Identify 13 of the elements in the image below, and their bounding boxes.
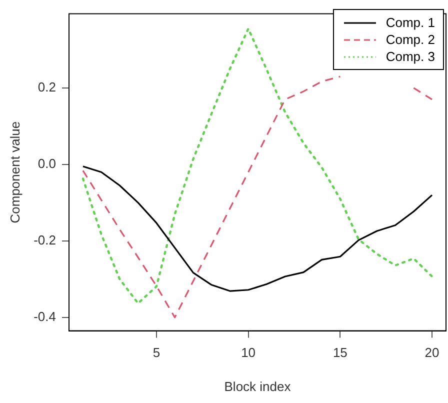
y-tick-label: -0.4: [34, 308, 56, 324]
y-tick-label: 0.0: [38, 156, 56, 172]
legend-label: Comp. 1: [386, 14, 435, 31]
x-tick-label: 10: [241, 345, 256, 360]
legend-label: Comp. 2: [386, 31, 435, 48]
y-tick-label: 0.2: [38, 80, 56, 95]
y-axis-title: Component value: [7, 121, 22, 224]
x-tick-label: 20: [424, 345, 440, 360]
y-tick-label: -0.2: [34, 232, 56, 248]
x-axis-title: Block index: [224, 378, 292, 394]
x-tick-label: 15: [332, 345, 348, 360]
x-tick-label: 5: [152, 345, 160, 360]
legend-label: Comp. 3: [386, 48, 435, 65]
